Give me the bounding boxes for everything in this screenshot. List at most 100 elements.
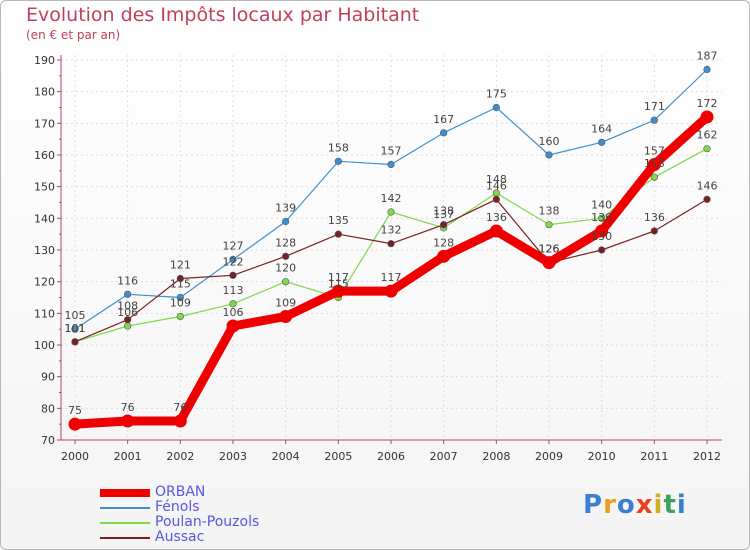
- series-point-1: [387, 160, 395, 169]
- data-label: 101: [65, 322, 86, 335]
- series-point-0: [595, 224, 609, 238]
- legend-item-poulan-pouzols[interactable]: Poulan-Pouzols: [100, 515, 259, 530]
- x-tick-label: 2008: [482, 450, 510, 463]
- data-label: 138: [433, 205, 454, 218]
- series-point-1: [545, 151, 553, 159]
- data-label: 76: [121, 401, 135, 414]
- series-point-1: [176, 293, 184, 302]
- legend-swatch-poulan-pouzols: [100, 521, 150, 524]
- series-point-0: [384, 284, 398, 298]
- series-point-3: [650, 227, 658, 235]
- y-tick-label: 110: [34, 307, 55, 320]
- data-label: 76: [173, 401, 187, 414]
- series-point-2: [282, 278, 290, 286]
- data-label: 126: [539, 243, 560, 256]
- y-tick-label: 130: [34, 244, 55, 257]
- legend-label-aussac: Aussac: [155, 529, 205, 545]
- legend-item-fenols[interactable]: Fénols: [100, 500, 259, 515]
- logo-letter: P: [583, 490, 604, 520]
- data-label: 106: [117, 306, 138, 319]
- x-tick-label: 2005: [324, 450, 352, 463]
- series-point-2: [176, 312, 184, 321]
- series-point-3: [176, 274, 184, 283]
- proxiti-logo: Proxiti: [583, 490, 687, 520]
- x-tick-label: 2010: [588, 450, 616, 463]
- data-label: 137: [433, 208, 454, 221]
- data-label: 113: [223, 284, 244, 297]
- series-point-0: [542, 256, 556, 270]
- series-point-0: [121, 414, 135, 428]
- series-point-2: [545, 221, 553, 229]
- data-label: 128: [275, 236, 296, 249]
- data-label: 117: [328, 271, 349, 284]
- series-point-3: [334, 230, 342, 238]
- x-tick-label: 2001: [114, 450, 142, 463]
- data-label: 153: [644, 157, 665, 170]
- data-label: 160: [539, 135, 560, 148]
- legend-label-orban: ORBAN: [155, 484, 206, 500]
- data-label: 164: [591, 122, 612, 135]
- data-label: 75: [68, 404, 82, 417]
- series-point-2: [703, 145, 711, 153]
- x-tick-label: 2004: [272, 450, 300, 463]
- legend-label-poulan-pouzols: Poulan-Pouzols: [155, 514, 260, 530]
- data-label: 108: [117, 300, 138, 313]
- series-point-3: [703, 195, 711, 203]
- data-label: 172: [697, 97, 718, 110]
- data-label: 171: [644, 100, 665, 113]
- legend-swatch-orban: [100, 488, 150, 497]
- data-label: 175: [486, 88, 507, 101]
- logo-letter: x: [635, 490, 654, 520]
- series-point-1: [124, 290, 132, 298]
- x-tick-label: 2006: [377, 450, 405, 463]
- logo-letter: o: [616, 490, 636, 520]
- chart-title: Evolution des Impôts locaux par Habitant: [26, 4, 420, 26]
- data-label: 116: [117, 274, 138, 287]
- series-point-1: [650, 116, 658, 124]
- data-label: 101: [65, 322, 86, 335]
- data-label: 128: [433, 236, 454, 249]
- y-tick-label: 120: [34, 276, 55, 289]
- y-tick-label: 190: [34, 54, 55, 67]
- data-label: 138: [539, 205, 560, 218]
- data-label: 115: [328, 278, 349, 291]
- x-tick-label: 2003: [219, 450, 247, 463]
- series-point-3: [229, 271, 237, 279]
- data-label: 132: [381, 224, 402, 237]
- x-tick-label: 2012: [693, 450, 721, 463]
- series-point-0: [437, 249, 451, 263]
- y-tick-label: 150: [34, 181, 55, 194]
- y-tick-label: 70: [41, 434, 55, 447]
- series-point-3: [492, 195, 500, 203]
- data-label: 126: [539, 243, 560, 256]
- chart-subtitle: (en € et par an): [26, 28, 121, 42]
- y-tick-label: 80: [41, 402, 55, 415]
- data-label: 157: [381, 145, 402, 158]
- legend-item-orban[interactable]: ORBAN: [100, 485, 259, 500]
- logo-letter: i: [653, 490, 664, 520]
- logo-letter: i: [676, 490, 687, 520]
- data-label: 148: [486, 173, 507, 186]
- data-label: 127: [223, 240, 244, 253]
- data-label: 146: [697, 179, 718, 192]
- data-label: 120: [275, 262, 296, 275]
- y-tick-label: 180: [34, 86, 55, 99]
- data-label: 162: [697, 129, 718, 142]
- legend-swatch-fenols: [100, 506, 150, 509]
- data-label: 136: [486, 211, 507, 224]
- data-label: 121: [170, 259, 191, 272]
- data-label: 142: [381, 192, 402, 205]
- series-point-1: [492, 103, 500, 112]
- data-label: 117: [381, 271, 402, 284]
- series-point-1: [71, 325, 79, 333]
- series-point-1: [440, 129, 448, 137]
- y-tick-label: 170: [34, 117, 55, 130]
- data-label: 136: [644, 211, 665, 224]
- data-label: 157: [644, 145, 665, 158]
- series-point-2: [650, 173, 658, 181]
- legend-label-fenols: Fénols: [155, 499, 200, 515]
- legend-item-aussac[interactable]: Aussac: [100, 530, 259, 545]
- series-point-2: [229, 300, 237, 308]
